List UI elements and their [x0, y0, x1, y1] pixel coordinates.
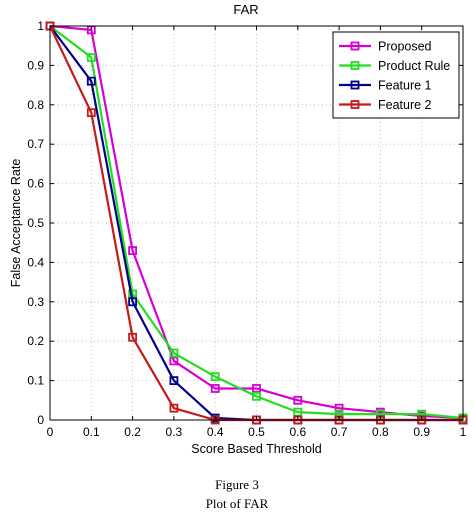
y-tick-label: 0.8	[27, 98, 44, 112]
y-tick-label: 0.6	[27, 177, 44, 191]
legend-label: Proposed	[378, 40, 432, 54]
x-tick-label: 0.2	[124, 425, 141, 439]
figure-caption: Plot of FAR	[205, 496, 269, 511]
x-tick-label: 0.3	[166, 425, 183, 439]
legend-item-feature-2: Feature 2	[339, 98, 432, 112]
data-point-product-rule	[252, 391, 261, 401]
x-tick-label: 0.4	[207, 425, 224, 439]
y-tick-label: 1	[37, 19, 44, 33]
x-tick-label: 0.5	[248, 425, 265, 439]
x-tick-label: 1	[460, 425, 467, 439]
chart-title: FAR	[233, 2, 258, 17]
legend-item-proposed: Proposed	[339, 40, 432, 54]
legend-swatch-marker	[350, 80, 360, 90]
far-chart: FAR 0 0.1 0.2 0.3 0.4 0.5 0.6 0.7 0.8 0.9 1 0 0.1 0.2…	[9, 2, 468, 456]
data-point-product-rule	[169, 348, 179, 358]
data-point-product-rule	[86, 53, 96, 62]
data-point-proposed	[210, 384, 220, 393]
figure-number: Figure 3	[215, 477, 259, 492]
y-tick-label: 0.1	[27, 374, 44, 388]
ticks: 0 0.1 0.2 0.3 0.4 0.5 0.6 0.7 0.8 0.9 1 0 0.1 0.2 0.3 0…	[27, 19, 466, 439]
y-tick-label: 0.4	[27, 255, 44, 269]
data-point-product-rule	[210, 372, 220, 382]
data-point-feature-2	[86, 108, 96, 118]
x-tick-label: 0.9	[413, 425, 430, 439]
data-point-feature-1	[86, 76, 96, 86]
y-tick-label: 0.7	[27, 137, 44, 151]
x-tick-label: 0	[47, 425, 54, 439]
legend-swatch-marker	[350, 41, 360, 51]
data-point-proposed	[128, 246, 138, 255]
y-tick-label: 0	[37, 413, 44, 427]
data-point-feature-1	[169, 376, 179, 386]
x-tick-label: 0.1	[83, 425, 100, 439]
data-point-proposed	[293, 395, 303, 405]
series-line-product-rule	[49, 25, 464, 420]
x-axis-label: Score Based Threshold	[191, 442, 321, 456]
y-tick-label: 0.3	[27, 295, 44, 309]
data-point-proposed	[334, 403, 344, 413]
data-point-feature-2	[169, 403, 179, 413]
legend-label: Feature 1	[378, 79, 432, 93]
legend-swatch-marker	[350, 100, 360, 109]
data-point-feature-2	[128, 332, 138, 342]
x-tick-label: 0.7	[331, 425, 348, 439]
legend-label: Feature 2	[378, 98, 432, 112]
data-point-feature-1	[128, 297, 138, 307]
legend-item-product-rule: Product Rule	[339, 59, 450, 73]
y-tick-label: 0.2	[27, 334, 44, 348]
y-tick-label: 0.5	[27, 216, 44, 230]
y-tick-label: 0.9	[27, 58, 44, 72]
legend-item-feature-1: Feature 1	[339, 79, 432, 93]
legend-swatch-marker	[350, 61, 360, 70]
x-tick-label: 0.6	[289, 425, 306, 439]
legend-label: Product Rule	[378, 59, 450, 73]
y-axis-label: False Acceptance Rate	[9, 159, 23, 288]
x-tick-label: 0.8	[372, 425, 389, 439]
legend: Proposed Product Rule Feature 1 Feature 2	[332, 31, 460, 119]
